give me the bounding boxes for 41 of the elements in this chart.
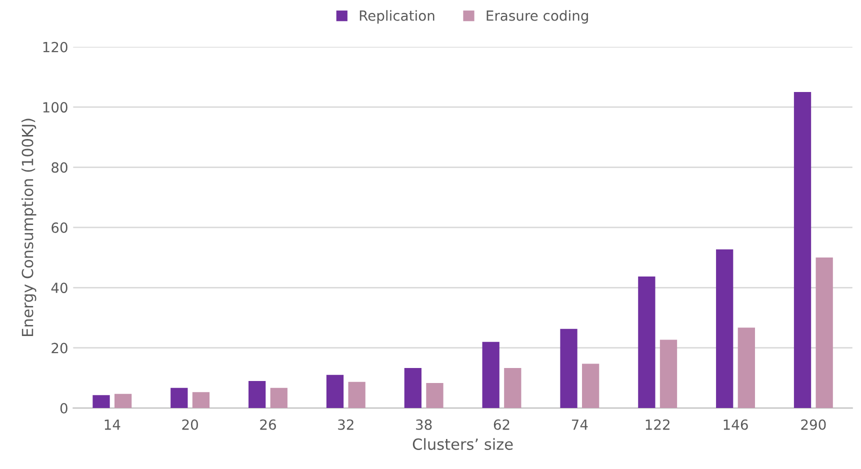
y-axis-title: Energy Consumption (100KJ) xyxy=(21,118,36,336)
x-tick-label: 26 xyxy=(260,419,276,430)
x-axis-title: Clusters’ size xyxy=(412,438,513,450)
y-tick-label: 80 xyxy=(52,162,68,173)
bar xyxy=(326,374,344,408)
bar xyxy=(270,388,288,408)
bar xyxy=(404,368,422,408)
bar xyxy=(716,249,734,408)
y-tick-label: 60 xyxy=(52,222,68,233)
y-tick-label: 40 xyxy=(51,282,68,294)
bar xyxy=(348,382,366,408)
bar xyxy=(738,328,755,408)
y-tick-label: 120 xyxy=(43,42,68,52)
x-tick-label: 146 xyxy=(724,419,748,430)
x-tick-label: 122 xyxy=(646,419,670,430)
x-tick-label: 290 xyxy=(801,419,826,430)
bar xyxy=(660,340,678,408)
bar xyxy=(170,388,188,408)
bar xyxy=(638,276,656,408)
y-tick-label: 100 xyxy=(43,102,68,113)
x-tick-label: 62 xyxy=(494,419,510,430)
bar xyxy=(504,368,522,408)
x-tick-label: 32 xyxy=(338,419,354,430)
bar xyxy=(582,364,600,408)
x-tick-label: 14 xyxy=(104,420,120,430)
bar xyxy=(482,342,500,408)
bar xyxy=(816,258,833,408)
x-tick-label: 74 xyxy=(572,420,588,430)
bar xyxy=(794,92,812,408)
y-tick-label: 20 xyxy=(52,342,68,354)
bar xyxy=(192,392,210,408)
y-tick-label: 0 xyxy=(60,403,68,414)
legend-label: Replication xyxy=(360,10,434,24)
bar xyxy=(248,380,266,408)
legend-label: Erasure coding xyxy=(486,10,588,24)
bar xyxy=(92,395,110,408)
x-tick-label: 20 xyxy=(182,419,198,430)
bar xyxy=(560,328,578,408)
bar xyxy=(426,383,444,408)
bar xyxy=(114,394,132,408)
x-tick-label: 38 xyxy=(416,419,432,430)
